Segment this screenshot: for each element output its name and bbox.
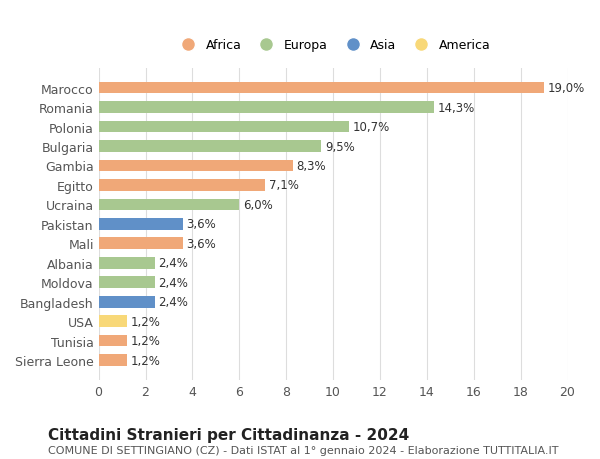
Bar <box>98 257 155 269</box>
Text: 3,6%: 3,6% <box>187 218 216 231</box>
Bar <box>98 277 155 288</box>
Bar <box>98 199 239 211</box>
Bar <box>98 296 155 308</box>
Text: COMUNE DI SETTINGIANO (CZ) - Dati ISTAT al 1° gennaio 2024 - Elaborazione TUTTIT: COMUNE DI SETTINGIANO (CZ) - Dati ISTAT … <box>48 445 559 455</box>
Legend: Africa, Europa, Asia, America: Africa, Europa, Asia, America <box>170 34 496 57</box>
Bar <box>98 102 434 114</box>
Text: Cittadini Stranieri per Cittadinanza - 2024: Cittadini Stranieri per Cittadinanza - 2… <box>48 427 409 442</box>
Text: 3,6%: 3,6% <box>187 237 216 250</box>
Bar <box>98 316 127 327</box>
Text: 1,2%: 1,2% <box>130 335 160 347</box>
Text: 2,4%: 2,4% <box>158 276 188 289</box>
Text: 6,0%: 6,0% <box>243 198 272 212</box>
Text: 1,2%: 1,2% <box>130 354 160 367</box>
Text: 2,4%: 2,4% <box>158 257 188 270</box>
Text: 1,2%: 1,2% <box>130 315 160 328</box>
Bar <box>98 218 183 230</box>
Bar <box>98 141 322 152</box>
Bar <box>98 83 544 94</box>
Text: 14,3%: 14,3% <box>437 101 475 114</box>
Text: 10,7%: 10,7% <box>353 121 390 134</box>
Bar <box>98 160 293 172</box>
Text: 8,3%: 8,3% <box>297 160 326 173</box>
Bar <box>98 335 127 347</box>
Bar <box>98 122 349 133</box>
Bar <box>98 238 183 250</box>
Bar <box>98 354 127 366</box>
Text: 7,1%: 7,1% <box>269 179 298 192</box>
Text: 2,4%: 2,4% <box>158 296 188 308</box>
Bar <box>98 180 265 191</box>
Text: 19,0%: 19,0% <box>548 82 585 95</box>
Text: 9,5%: 9,5% <box>325 140 355 153</box>
